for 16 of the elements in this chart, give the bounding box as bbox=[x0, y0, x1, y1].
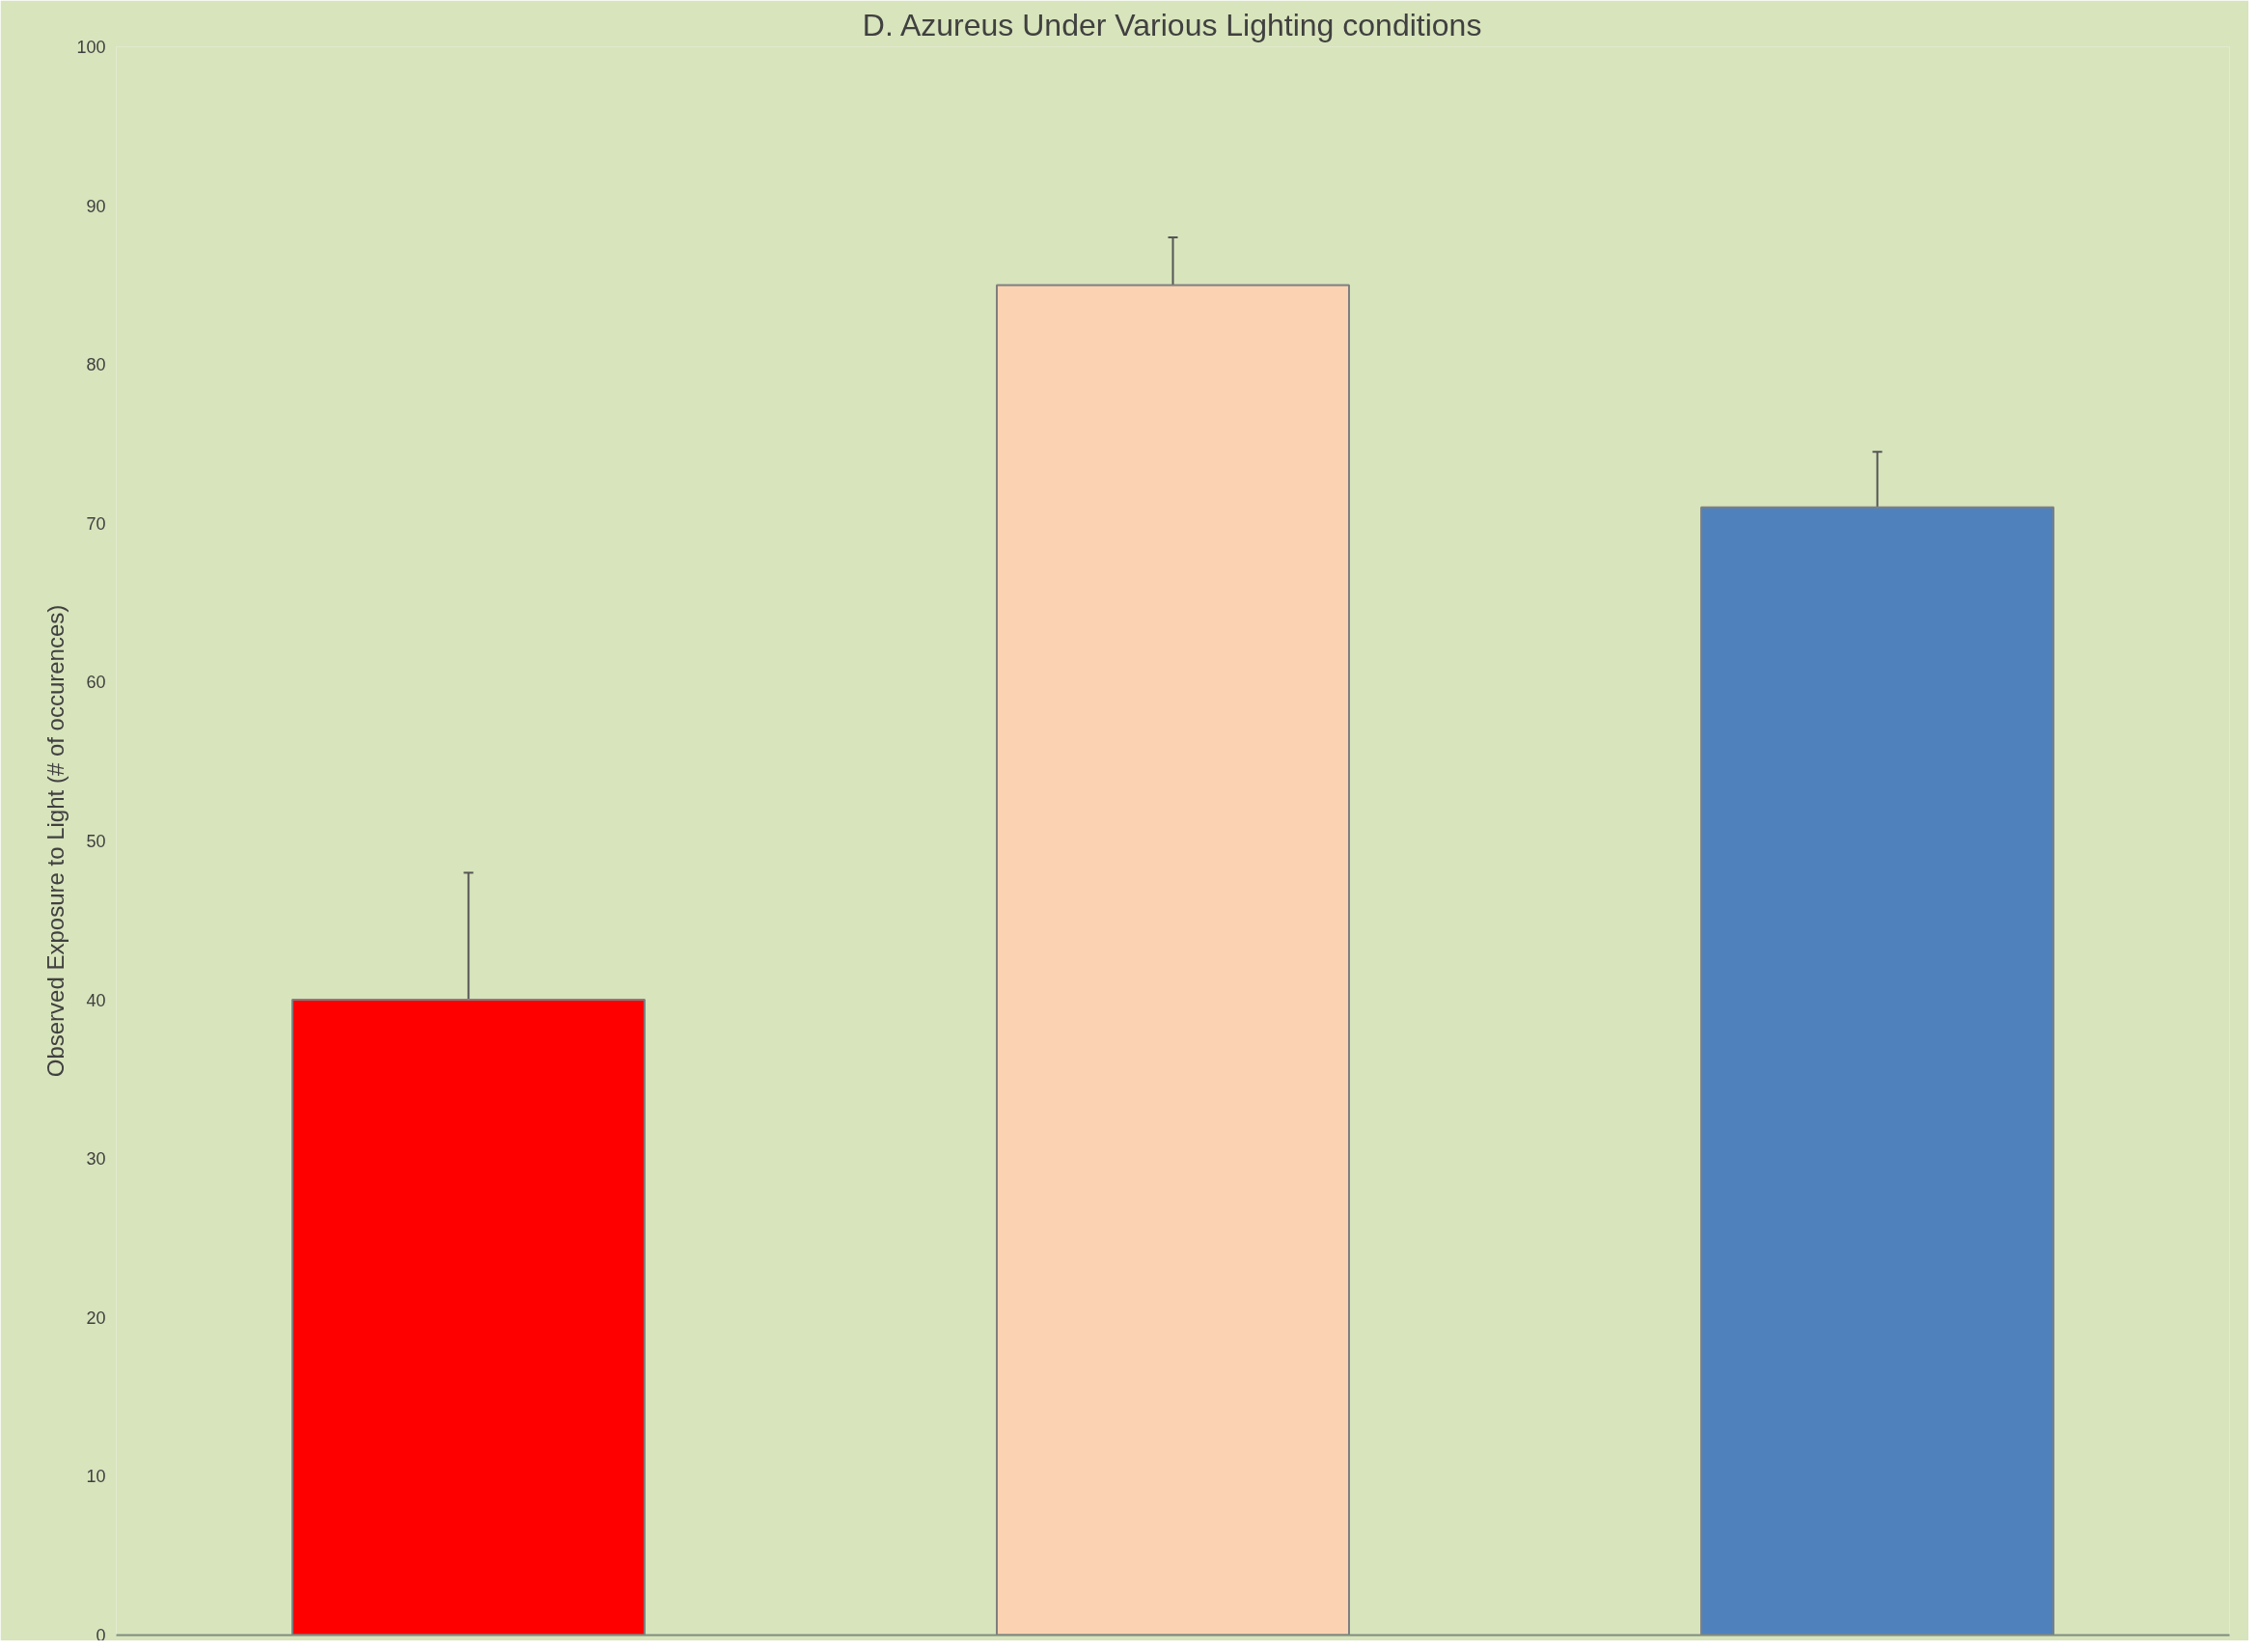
y-axis-title: Observed Exposure to Light (# of occurences) bbox=[42, 604, 69, 1078]
y-tick-label: 40 bbox=[86, 990, 106, 1010]
y-tick-label: 20 bbox=[86, 1308, 106, 1328]
y-tick-label: 100 bbox=[76, 38, 106, 57]
y-tick-label: 60 bbox=[86, 673, 106, 693]
y-tick-label: 90 bbox=[86, 196, 106, 216]
bar bbox=[1700, 506, 2054, 1636]
bar bbox=[291, 999, 646, 1636]
bar bbox=[996, 284, 1350, 1636]
y-tick-label: 0 bbox=[96, 1625, 106, 1645]
y-tick-label: 10 bbox=[86, 1467, 106, 1487]
y-tick-label: 80 bbox=[86, 355, 106, 375]
y-tick-label: 50 bbox=[86, 832, 106, 851]
y-tick-label: 30 bbox=[86, 1149, 106, 1170]
y-tick-label: 70 bbox=[86, 513, 106, 534]
chart-title: D. Azureus Under Various Lighting conditions bbox=[862, 7, 1482, 42]
